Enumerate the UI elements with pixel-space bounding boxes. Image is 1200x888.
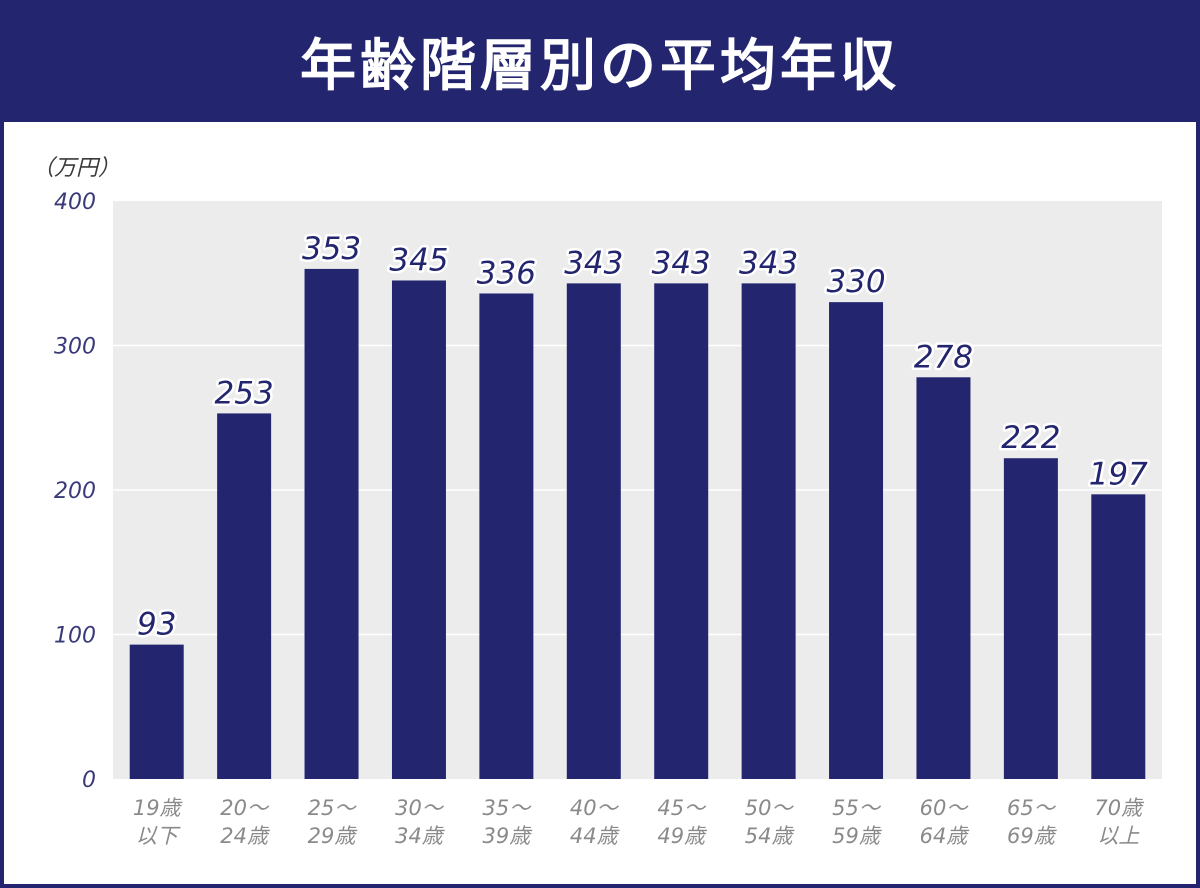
x-tick-label: 59歳	[832, 824, 883, 848]
x-tick-label: 25～	[308, 796, 358, 820]
bar	[916, 377, 971, 779]
x-tick-label: 以上	[1097, 824, 1140, 848]
value-label: 343	[739, 245, 798, 281]
y-tick-label: 100	[54, 624, 96, 649]
bar	[129, 644, 184, 779]
x-tick-label: 65～	[1007, 796, 1057, 820]
value-labels: 93 253 353 345 336 343 343 343 330 278 222 197	[134, 228, 1150, 645]
bar	[566, 283, 621, 779]
y-tick-label: 300	[54, 335, 96, 360]
x-tick-label: 19歳	[133, 796, 184, 820]
x-tick-label: 70歳	[1094, 796, 1145, 820]
title-banner: 年齢階層別の平均年収	[0, 0, 1200, 122]
x-tick-label: 55～	[832, 796, 882, 820]
y-tick-label: 400	[54, 190, 96, 215]
value-label: 278	[914, 339, 973, 375]
x-tick-label: 20～	[220, 796, 270, 820]
value-label: 222	[1001, 420, 1060, 456]
value-label: 336	[477, 255, 536, 291]
x-tick-label: 54歳	[745, 824, 796, 848]
value-label: 253	[215, 375, 274, 411]
value-label: 353	[302, 231, 361, 267]
x-tick-label: 45～	[657, 796, 707, 820]
x-tick-label: 39歳	[483, 824, 534, 848]
y-tick-label: 200	[54, 479, 96, 504]
bar	[1003, 458, 1058, 779]
bar	[741, 283, 796, 779]
value-label: 330	[826, 264, 885, 300]
x-tick-label: 30～	[395, 796, 445, 820]
value-label: 343	[652, 245, 711, 281]
value-label: 343	[564, 245, 623, 281]
x-tick-label: 24歳	[220, 824, 271, 848]
gridlines	[113, 344, 1162, 636]
bar	[391, 280, 446, 779]
value-label: 345	[389, 242, 448, 278]
x-tick-label: 69歳	[1007, 824, 1058, 848]
x-tick-label: 44歳	[570, 824, 621, 848]
bar	[479, 293, 534, 779]
x-tick-label: 34歳	[395, 824, 446, 848]
x-tick-label: 64歳	[920, 824, 971, 848]
x-tick-label: 60～	[920, 796, 970, 820]
bar	[217, 413, 272, 779]
x-tick-label: 49歳	[657, 824, 708, 848]
bars	[129, 268, 1146, 779]
x-tick-label: 50～	[745, 796, 795, 820]
x-tick-label: 40～	[570, 796, 620, 820]
x-tick-label: 29歳	[308, 824, 359, 848]
value-label: 197	[1089, 456, 1148, 492]
bar	[829, 302, 884, 779]
value-label: 93	[137, 607, 176, 643]
bar	[304, 268, 359, 779]
y-tick-label: 0	[82, 768, 96, 793]
bar	[654, 283, 709, 779]
x-tick-label: 以下	[136, 824, 181, 848]
x-tick-label: 35～	[483, 796, 533, 820]
y-axis-unit-label: （万円）	[32, 156, 121, 181]
bar	[1091, 494, 1146, 779]
chart-title: 年齢階層別の平均年収	[300, 33, 900, 99]
y-axis-ticks: 0 100 200 300 400	[54, 190, 96, 793]
